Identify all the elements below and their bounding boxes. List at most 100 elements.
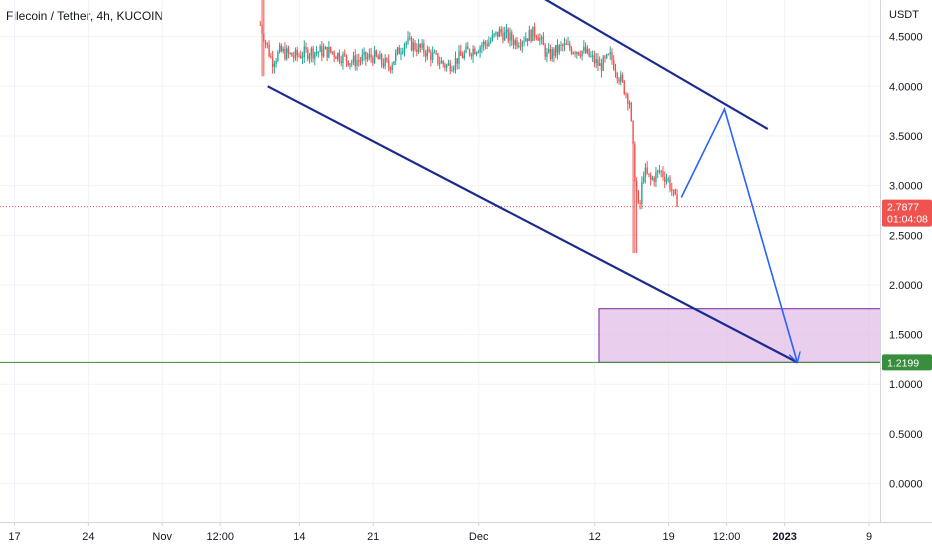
candle-body: [569, 43, 571, 49]
candle-body: [484, 41, 487, 44]
candle-body: [356, 60, 358, 67]
time-tick-label: 14: [293, 531, 305, 543]
candle-body: [614, 69, 617, 74]
candle-body: [634, 144, 636, 182]
candle-body: [296, 49, 298, 56]
candle-body: [530, 30, 532, 42]
candle-body: [482, 41, 485, 46]
candle-body: [551, 49, 553, 60]
candle-body: [665, 179, 668, 182]
price-tick-label: 1.5000: [889, 330, 923, 342]
candle-body: [268, 44, 270, 57]
candle-body: [521, 41, 524, 47]
candle-body: [340, 60, 342, 64]
price-tick-label: 2.5000: [889, 230, 923, 242]
candle-body: [486, 43, 488, 47]
candle-body: [333, 52, 335, 57]
candle-body: [335, 56, 337, 59]
candle-body: [294, 49, 297, 58]
candle-body: [470, 54, 473, 57]
candle-body: [542, 37, 545, 46]
candle-body: [630, 103, 633, 121]
candle-body: [526, 38, 529, 42]
candle-body: [278, 45, 281, 53]
candle-body: [315, 52, 318, 54]
candle-body: [440, 60, 443, 64]
candle-body: [307, 49, 309, 59]
candle-body: [658, 170, 661, 172]
candle-body: [669, 178, 671, 190]
candle-body: [284, 48, 286, 60]
candle-body: [435, 52, 437, 54]
price-tick-label: 4.0000: [889, 81, 923, 93]
candle-body: [361, 55, 363, 61]
candle-body: [576, 52, 578, 55]
candle-body: [616, 73, 618, 80]
candle-body: [409, 37, 411, 39]
candle-body: [555, 44, 557, 56]
candle-body: [444, 64, 446, 68]
time-tick-label: 12: [589, 531, 601, 543]
candle-body: [377, 56, 379, 60]
candle-body: [273, 63, 276, 67]
grid: [0, 0, 880, 521]
candle-body: [305, 46, 307, 50]
candle-body: [518, 45, 520, 47]
candle-body: [389, 67, 392, 71]
candle-body: [331, 51, 334, 53]
candle-body: [560, 45, 562, 47]
price-axis-unit: USDT: [889, 9, 919, 21]
candle-body: [549, 49, 552, 60]
candle-body: [477, 52, 480, 54]
candle-body: [463, 52, 465, 59]
candle-body: [403, 44, 406, 52]
candle-body: [509, 32, 511, 41]
candle-body: [567, 43, 569, 45]
candle-body: [609, 52, 611, 55]
candle-body: [445, 65, 448, 68]
price-tick-label: 3.5000: [889, 131, 923, 143]
candle-body: [271, 57, 274, 67]
time-tick-label: 12:00: [206, 531, 234, 543]
candle-body: [352, 55, 355, 63]
candle-body: [500, 28, 502, 33]
candle-body: [447, 63, 450, 66]
candle-body: [651, 177, 654, 180]
candle-body: [590, 55, 592, 57]
candle-body: [379, 54, 381, 60]
candle-body: [467, 46, 469, 50]
candle-body: [465, 46, 467, 53]
candle-body: [519, 45, 522, 47]
candle-body: [453, 67, 455, 70]
support-tag: [882, 354, 932, 371]
time-tick-label: Nov: [152, 531, 172, 543]
price-axis-bg: [881, 0, 932, 550]
candle-body: [637, 191, 640, 203]
candle-body: [644, 167, 647, 177]
time-axis-bg: [0, 522, 932, 550]
candle-body: [449, 63, 451, 72]
candle-body: [398, 47, 400, 55]
candle-body: [600, 63, 603, 71]
candle-body: [391, 64, 393, 71]
time-tick-label: 12:00: [713, 531, 741, 543]
candle-body: [672, 189, 675, 191]
candle-body: [405, 42, 407, 45]
candle-body: [421, 43, 423, 48]
candle-body: [454, 58, 457, 68]
candle-body: [667, 178, 669, 180]
candle-body: [319, 46, 321, 52]
candle-body: [523, 41, 525, 43]
candle-body: [277, 52, 279, 61]
candle-body: [504, 31, 506, 41]
candle-body: [468, 49, 471, 55]
candle-body: [407, 37, 409, 43]
candle-body: [493, 33, 495, 35]
candle-body: [456, 58, 458, 64]
candle-body: [604, 56, 606, 58]
time-tick-label: 19: [662, 531, 674, 543]
candle-body: [310, 48, 313, 56]
candles: [259, 0, 678, 254]
candle-body: [412, 42, 414, 51]
